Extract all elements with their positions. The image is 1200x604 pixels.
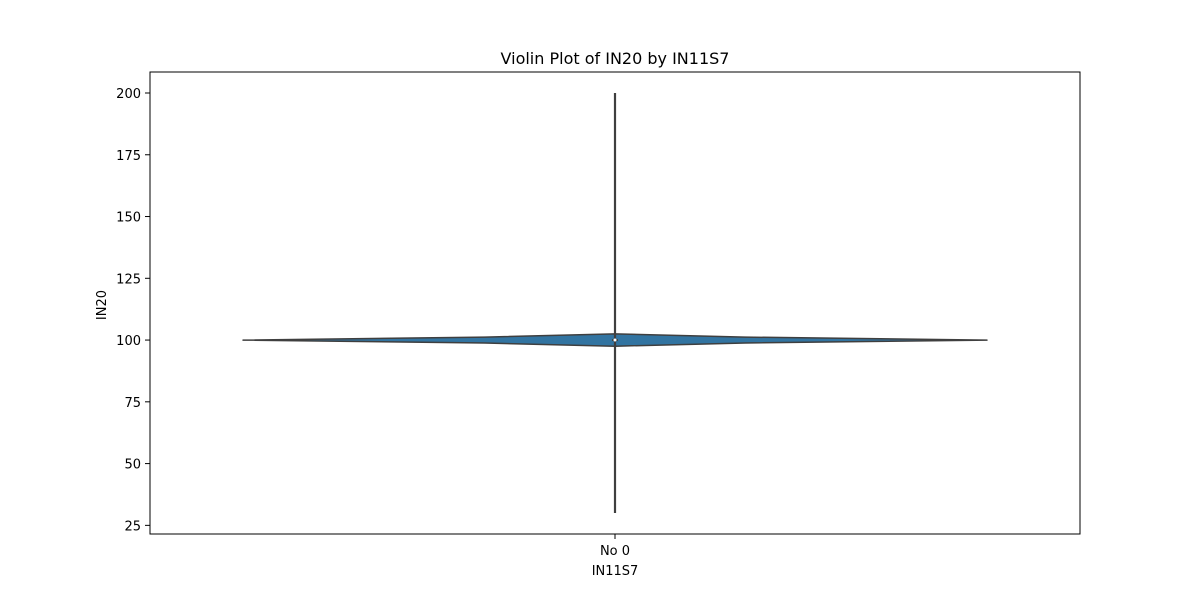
plot-area — [242, 93, 988, 513]
y-tick-label: 200 — [116, 87, 141, 102]
y-tick-label: 150 — [116, 211, 141, 226]
y-axis-label: IN20 — [95, 290, 110, 320]
y-tick-label: 50 — [124, 458, 141, 473]
y-tick-label: 125 — [116, 272, 141, 287]
violin-median-marker — [613, 338, 617, 342]
chart-title: Violin Plot of IN20 by IN11S7 — [501, 49, 730, 68]
x-tick-label: No 0 — [600, 544, 630, 559]
y-tick-label: 100 — [116, 334, 141, 349]
x-axis-ticks: No 0 — [600, 534, 630, 559]
x-axis-label: IN11S7 — [592, 564, 639, 579]
y-tick-label: 175 — [116, 149, 141, 164]
y-axis-ticks: 25 50 75 100 125 150 175 200 — [116, 87, 150, 534]
y-tick-label: 75 — [124, 396, 141, 411]
y-tick-label: 25 — [124, 519, 141, 534]
